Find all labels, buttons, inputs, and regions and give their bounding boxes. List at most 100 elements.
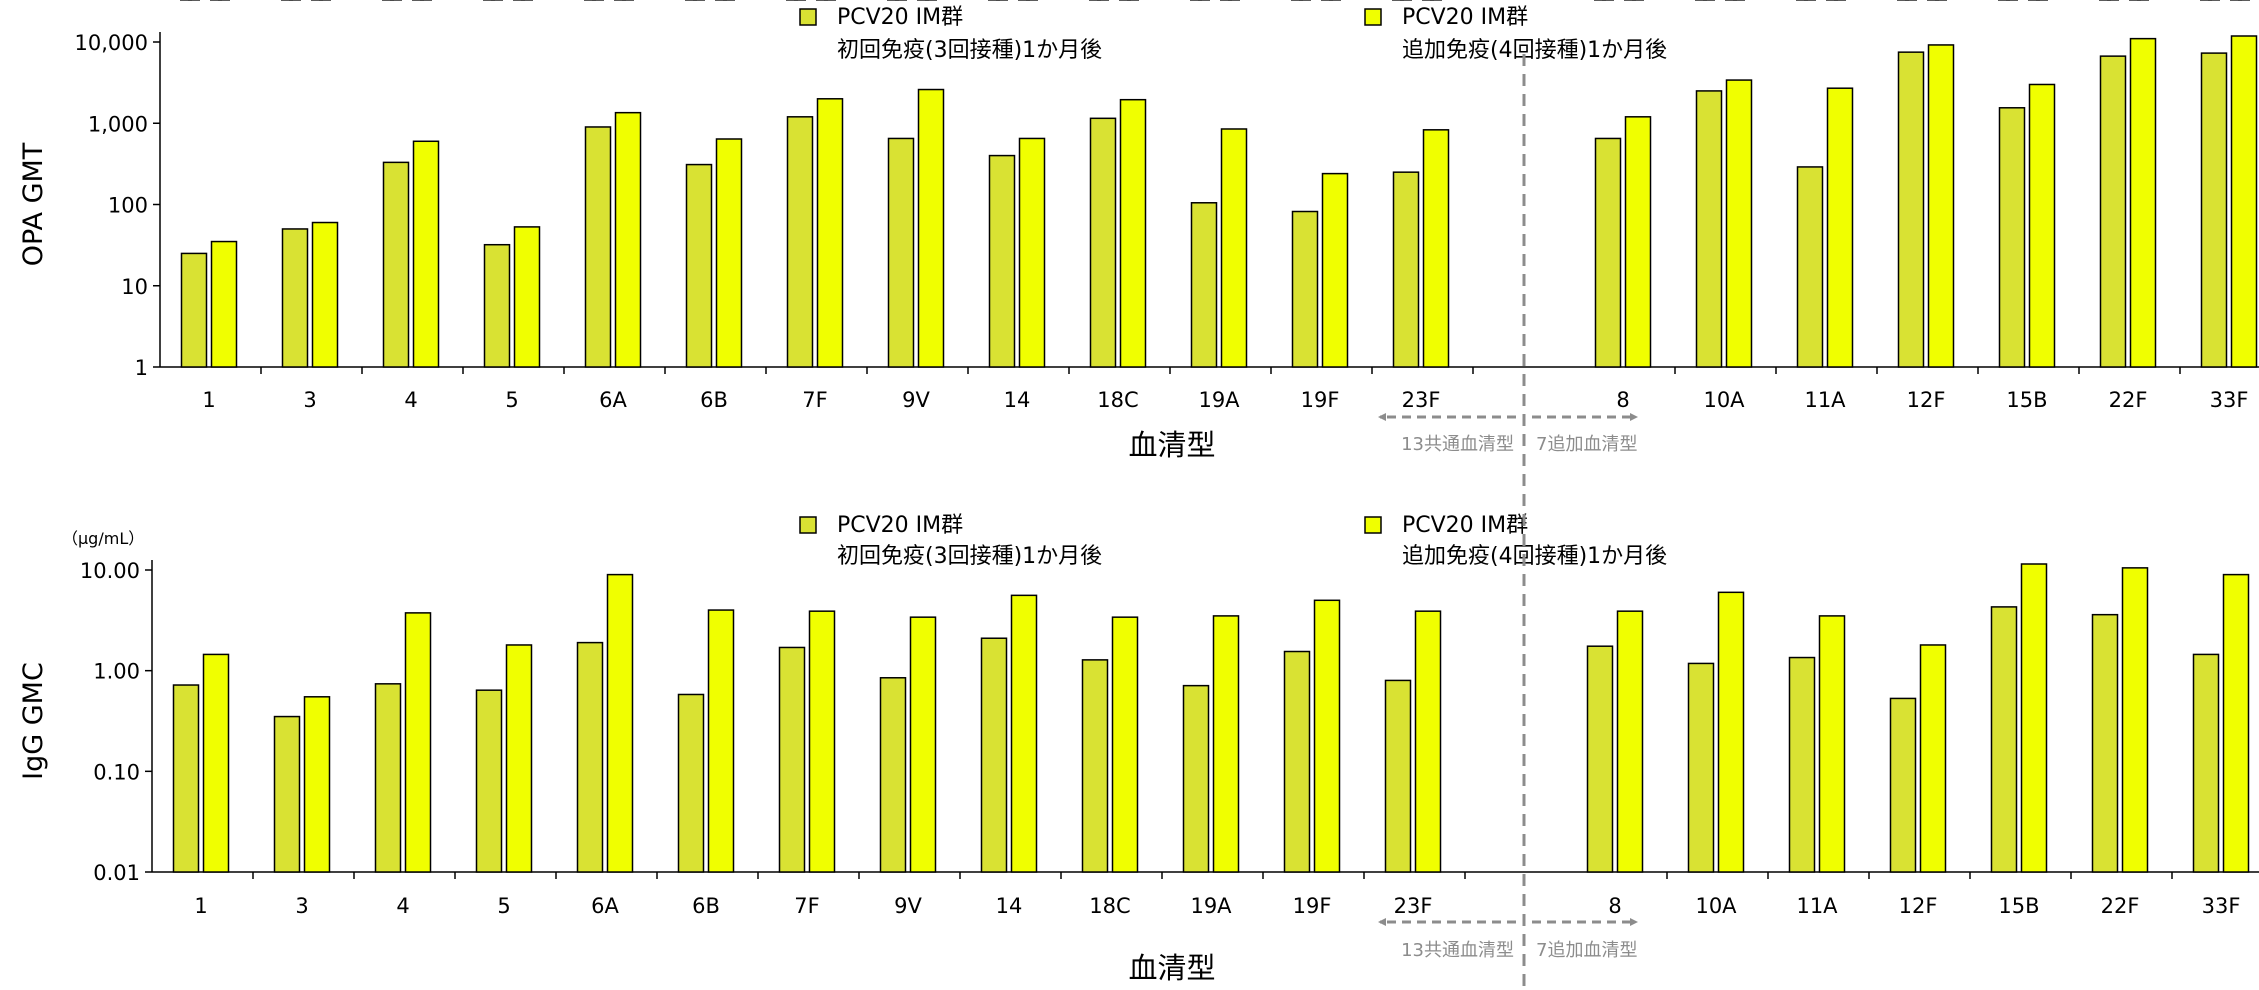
- legend-label-line2: 追加免疫(4回接種)1か月後: [1402, 38, 1667, 63]
- bar-series-2: [513, 226, 541, 368]
- bar-series-2: [707, 609, 735, 873]
- bar-series-2: [404, 612, 432, 873]
- legend-swatch-1: [799, 516, 817, 534]
- divider-note-left: 13共通血清型: [1401, 940, 1514, 961]
- bar-series-1: [273, 715, 301, 873]
- x-tick-label: 19A: [1190, 894, 1232, 918]
- bar-series-1: [483, 243, 511, 368]
- y-tick-label: 1: [135, 356, 148, 380]
- bar-series-1: [1998, 107, 2026, 368]
- x-tick-label: 6B: [700, 388, 728, 412]
- bar-series-2: [1111, 616, 1139, 873]
- x-tick-label: 11A: [1804, 388, 1846, 412]
- bar-series-1: [584, 126, 612, 368]
- x-tick-label: 22F: [2101, 894, 2140, 918]
- divider-note-left: 13共通血清型: [1401, 434, 1514, 455]
- y-tick-label: 10: [121, 275, 148, 299]
- legend-swatch-2: [1364, 516, 1382, 534]
- bar-series-1: [685, 163, 713, 368]
- x-tick-label: 33F: [2210, 388, 2249, 412]
- y-tick-label: 1.00: [93, 660, 140, 684]
- legend-label-line1: PCV20 IM群: [837, 513, 963, 538]
- bar-series-1: [786, 116, 814, 368]
- x-tick-label: 5: [505, 388, 518, 412]
- bar-series-1: [1586, 645, 1614, 873]
- x-tick-label: 18C: [1089, 894, 1130, 918]
- x-tick-label: 11A: [1796, 894, 1838, 918]
- x-tick-label: 7F: [802, 388, 827, 412]
- bar-series-1: [1392, 171, 1420, 368]
- bar-series-1: [180, 252, 208, 368]
- bar-series-1: [1190, 202, 1218, 368]
- bar-series-2: [2129, 37, 2157, 368]
- y-axis-title: OPA GMT: [18, 142, 49, 266]
- bar-series-1: [1594, 137, 1622, 368]
- x-tick-label: 3: [303, 388, 316, 412]
- legend-swatch-2: [1364, 8, 1382, 26]
- x-tick-label: 14: [996, 894, 1023, 918]
- bar-series-2: [2230, 35, 2258, 368]
- bar-series-2: [1018, 137, 1046, 368]
- bar-series-2: [1717, 591, 1745, 873]
- bar-series-2: [2222, 573, 2250, 873]
- x-tick-label: 19A: [1198, 388, 1240, 412]
- bar-series-2: [210, 240, 238, 368]
- bar-series-2: [2020, 563, 2048, 873]
- x-tick-label: 18C: [1097, 388, 1138, 412]
- bar-series-2: [1826, 87, 1854, 368]
- bar-series-1: [2192, 653, 2220, 873]
- y-tick-label: 1,000: [88, 112, 148, 136]
- x-tick-label: 15B: [1998, 894, 2039, 918]
- legend-label-line2: 初回免疫(3回接種)1か月後: [837, 38, 1102, 63]
- y-tick-label: 10.00: [80, 559, 140, 583]
- bar-series-2: [1119, 98, 1147, 368]
- bar-series-1: [1990, 606, 2018, 873]
- bar-series-2: [816, 98, 844, 368]
- x-tick-label: 23F: [1394, 894, 1433, 918]
- bar-series-2: [1624, 116, 1652, 368]
- bar-series-1: [887, 137, 915, 368]
- x-tick-label: 4: [396, 894, 409, 918]
- bar-series-2: [2028, 83, 2056, 368]
- bar-series-1: [2099, 55, 2127, 368]
- bar-series-1: [1889, 697, 1917, 873]
- bar-series-1: [172, 684, 200, 873]
- bar-series-1: [980, 637, 1008, 873]
- x-tick-label: 15B: [2006, 388, 2047, 412]
- x-tick-label: 5: [497, 894, 510, 918]
- bar-series-2: [1321, 172, 1349, 368]
- x-tick-label: 1: [194, 894, 207, 918]
- x-tick-label: 10A: [1703, 388, 1745, 412]
- bar-series-2: [2121, 567, 2149, 873]
- bar-series-1: [2200, 52, 2228, 368]
- x-axis-title: 血清型: [1128, 428, 1215, 462]
- bar-series-2: [1212, 615, 1240, 873]
- legend-label-line1: PCV20 IM群: [837, 5, 963, 30]
- y-axis-title: IgG GMC: [18, 662, 49, 780]
- opa-gmt-panel: 1 10 100 1,000 10,000 OPA GMT 1 3 4 5 6A 6B 7F 9V 14 18…: [18, 0, 2259, 462]
- x-tick-label: 6A: [599, 388, 627, 412]
- bar-series-2: [1220, 128, 1248, 368]
- x-tick-label: 33F: [2202, 894, 2241, 918]
- x-tick-label: 7F: [794, 894, 819, 918]
- x-axis-title: 血清型: [1128, 951, 1215, 985]
- x-tick-label: 1: [202, 388, 215, 412]
- y-tick-label: 0.01: [93, 861, 140, 885]
- bar-series-1: [879, 677, 907, 873]
- legend-label-line2: 初回免疫(3回接種)1か月後: [837, 544, 1102, 569]
- bar-series-1: [1695, 90, 1723, 368]
- igg-gmc-panel: 0.01 0.10 1.00 10.00 IgG GMC （μg/mL） 1 3 4 5 6A 6B 7…: [18, 0, 2259, 985]
- y-tick-label: 10,000: [75, 31, 148, 55]
- bar-series-2: [808, 610, 836, 873]
- divider-note-right: 7追加血清型: [1536, 434, 1637, 455]
- bar-series-2: [202, 653, 230, 873]
- bar-series-1: [1089, 117, 1117, 368]
- y-tick-label: 0.10: [93, 760, 140, 784]
- bar-series-2: [1010, 594, 1038, 873]
- x-tick-label: 19F: [1293, 894, 1332, 918]
- x-tick-label: 23F: [1402, 388, 1441, 412]
- bar-series-1: [1796, 166, 1824, 368]
- bar-series-2: [311, 221, 339, 368]
- bar-series-1: [677, 693, 705, 873]
